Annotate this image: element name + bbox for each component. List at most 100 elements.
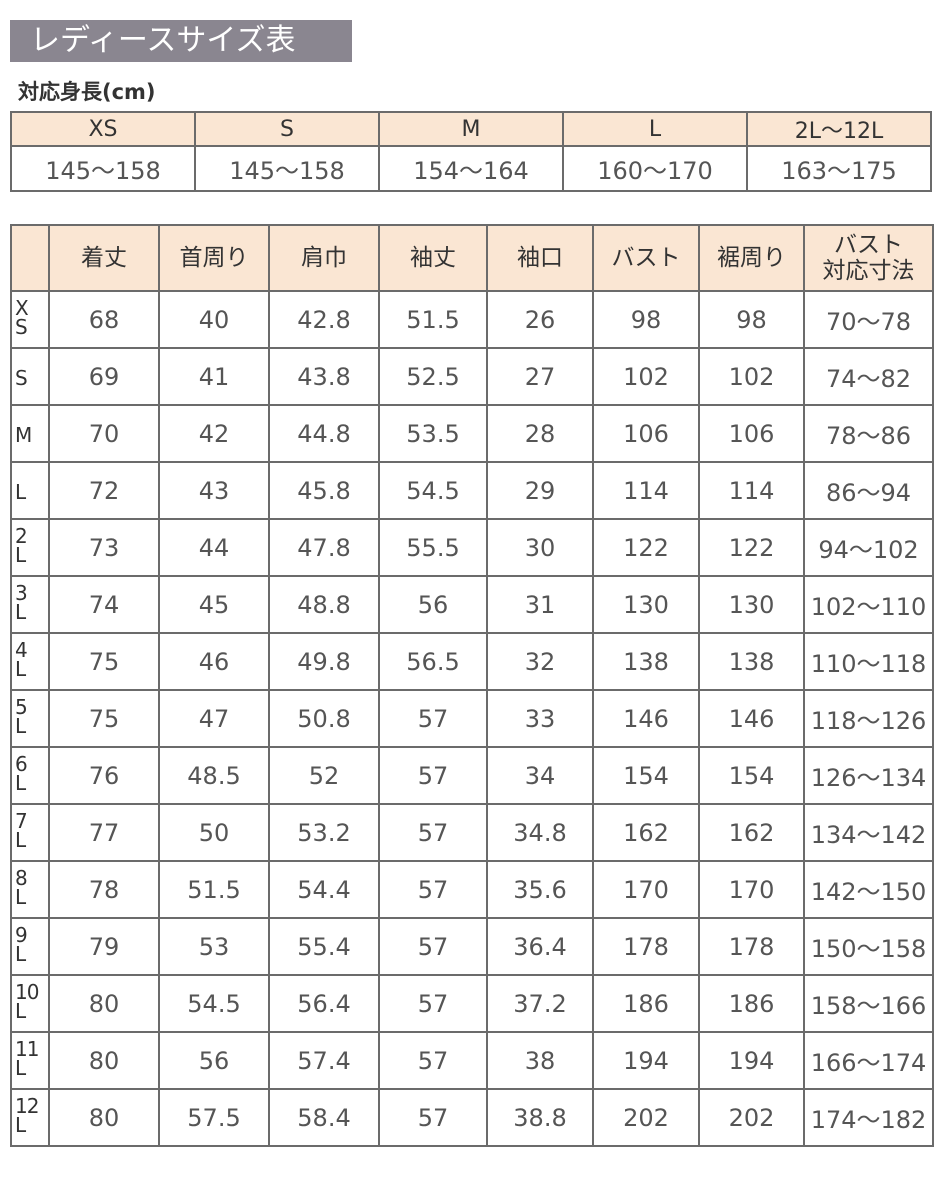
measurement-cell: 114 xyxy=(592,461,700,520)
size-label-cell: 8L xyxy=(10,860,50,919)
size-table: 着丈 首周り 肩巾 袖丈 袖口 バスト 裾周り バスト 対応寸法 XS 68 40 42.8 51.5… xyxy=(10,224,934,1147)
measurement-cell: 53.2 xyxy=(268,803,380,862)
measurement-cell: 56 xyxy=(378,575,488,634)
measurement-cell: 57 xyxy=(378,860,488,919)
measurement-cell: 57 xyxy=(378,1088,488,1147)
measurement-cell: 57.5 xyxy=(158,1088,270,1147)
measurement-cell: 202 xyxy=(592,1088,700,1147)
measurement-cell: 53 xyxy=(158,917,270,976)
measurement-cell: 194 xyxy=(592,1031,700,1090)
height-range-cell: 163〜175 xyxy=(746,145,932,192)
measurement-cell: 54.4 xyxy=(268,860,380,919)
size-label: 4L xyxy=(15,638,28,681)
size-label: 8L xyxy=(15,866,28,909)
measurement-cell: 80 xyxy=(48,974,160,1033)
measurement-cell: 146 xyxy=(698,689,805,748)
measurement-cell: 50.8 xyxy=(268,689,380,748)
measurement-cell: 75 xyxy=(48,689,160,748)
measurement-cell: 52.5 xyxy=(378,347,488,406)
size-label: 7L xyxy=(15,809,28,852)
measurement-cell: 70 xyxy=(48,404,160,463)
measurement-cell: 46 xyxy=(158,632,270,691)
measurement-cell: 130 xyxy=(698,575,805,634)
measurement-cell: 94〜102 xyxy=(803,518,934,577)
table-row: 8L 78 51.5 54.4 57 35.6 170 170 142〜150 xyxy=(10,860,934,919)
measurement-cell: 134〜142 xyxy=(803,803,934,862)
height-table: XS S M L 2L〜12L 145〜158 145〜158 154〜164 160〜170… xyxy=(10,111,932,192)
column-header: 袖口 xyxy=(486,224,594,292)
measurement-cell: 98 xyxy=(592,290,700,349)
column-header: 肩巾 xyxy=(268,224,380,292)
measurement-cell: 166〜174 xyxy=(803,1031,934,1090)
measurement-cell: 51.5 xyxy=(378,290,488,349)
column-header: バスト xyxy=(592,224,700,292)
measurement-cell: 68 xyxy=(48,290,160,349)
measurement-cell: 202 xyxy=(698,1088,805,1147)
measurement-cell: 47 xyxy=(158,689,270,748)
size-label: M xyxy=(15,422,32,447)
size-label-cell: 10L xyxy=(10,974,50,1033)
size-label-cell: 6L xyxy=(10,746,50,805)
size-label-cell: 5L xyxy=(10,689,50,748)
table-row: M 70 42 44.8 53.5 28 106 106 78〜86 xyxy=(10,404,934,463)
measurement-cell: 35.6 xyxy=(486,860,594,919)
measurement-cell: 75 xyxy=(48,632,160,691)
measurement-cell: 138 xyxy=(592,632,700,691)
table-row: XS 68 40 42.8 51.5 26 98 98 70〜78 xyxy=(10,290,934,349)
column-header: 袖丈 xyxy=(378,224,488,292)
measurement-cell: 57 xyxy=(378,917,488,976)
measurement-cell: 38.8 xyxy=(486,1088,594,1147)
measurement-cell: 47.8 xyxy=(268,518,380,577)
measurement-cell: 80 xyxy=(48,1088,160,1147)
measurement-cell: 57 xyxy=(378,974,488,1033)
size-label-cell: 7L xyxy=(10,803,50,862)
measurement-cell: 38 xyxy=(486,1031,594,1090)
size-label: 6L xyxy=(15,752,28,795)
measurement-cell: 44.8 xyxy=(268,404,380,463)
size-label-cell: 2L xyxy=(10,518,50,577)
measurement-cell: 41 xyxy=(158,347,270,406)
measurement-cell: 194 xyxy=(698,1031,805,1090)
measurement-cell: 28 xyxy=(486,404,594,463)
size-label: 11L xyxy=(15,1037,39,1080)
table-row: S 69 41 43.8 52.5 27 102 102 74〜82 xyxy=(10,347,934,406)
measurement-cell: 170 xyxy=(592,860,700,919)
measurement-cell: 79 xyxy=(48,917,160,976)
measurement-cell: 33 xyxy=(486,689,594,748)
size-label-cell: L xyxy=(10,461,50,520)
measurement-cell: 55.5 xyxy=(378,518,488,577)
table-row: 6L 76 48.5 52 57 34 154 154 126〜134 xyxy=(10,746,934,805)
height-range-cell: 145〜158 xyxy=(10,145,196,192)
measurement-cell: 70〜78 xyxy=(803,290,934,349)
size-label: 2L xyxy=(15,524,28,567)
size-label-cell: 9L xyxy=(10,917,50,976)
measurement-cell: 53.5 xyxy=(378,404,488,463)
measurement-cell: 44 xyxy=(158,518,270,577)
measurement-cell: 76 xyxy=(48,746,160,805)
measurement-cell: 158〜166 xyxy=(803,974,934,1033)
table-row: L 72 43 45.8 54.5 29 114 114 86〜94 xyxy=(10,461,934,520)
height-range-cell: 145〜158 xyxy=(194,145,380,192)
measurement-cell: 78 xyxy=(48,860,160,919)
measurement-cell: 154 xyxy=(592,746,700,805)
table-row: 10L 80 54.5 56.4 57 37.2 186 186 158〜166 xyxy=(10,974,934,1033)
measurement-cell: 50 xyxy=(158,803,270,862)
measurement-cell: 150〜158 xyxy=(803,917,934,976)
measurement-cell: 34 xyxy=(486,746,594,805)
measurement-cell: 57 xyxy=(378,689,488,748)
measurement-cell: 126〜134 xyxy=(803,746,934,805)
measurement-cell: 174〜182 xyxy=(803,1088,934,1147)
measurement-cell: 57 xyxy=(378,1031,488,1090)
measurement-cell: 27 xyxy=(486,347,594,406)
measurement-cell: 114 xyxy=(698,461,805,520)
measurement-cell: 98 xyxy=(698,290,805,349)
measurement-cell: 72 xyxy=(48,461,160,520)
height-range-cell: 154〜164 xyxy=(378,145,564,192)
page-title: レディースサイズ表 xyxy=(10,20,352,62)
table-row: 12L 80 57.5 58.4 57 38.8 202 202 174〜182 xyxy=(10,1088,934,1147)
measurement-cell: 29 xyxy=(486,461,594,520)
measurement-cell: 51.5 xyxy=(158,860,270,919)
size-label: L xyxy=(15,479,26,504)
height-range-cell: 160〜170 xyxy=(562,145,748,192)
measurement-cell: 122 xyxy=(592,518,700,577)
